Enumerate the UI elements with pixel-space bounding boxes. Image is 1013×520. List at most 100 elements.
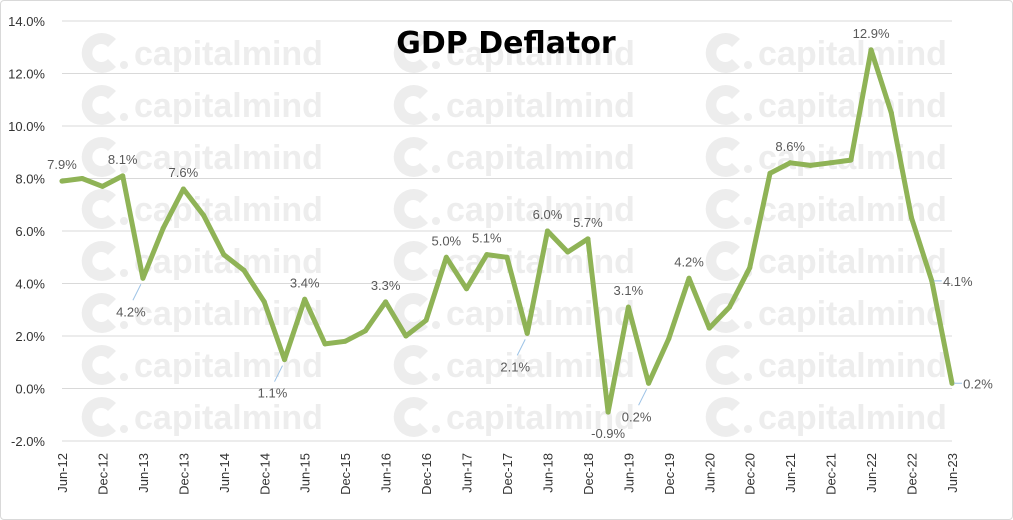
watermark-dot xyxy=(120,165,128,173)
x-tick-label: Dec-18 xyxy=(581,453,596,495)
watermark-dot xyxy=(120,61,128,69)
y-tick-label: -2.0% xyxy=(11,434,45,449)
data-point xyxy=(201,212,207,218)
x-tick-label: Dec-13 xyxy=(176,453,191,495)
leader-line xyxy=(516,339,526,356)
watermark-logo-icon xyxy=(393,345,428,385)
data-point xyxy=(59,178,65,184)
watermark-logo-icon xyxy=(705,345,740,385)
watermark: capitalmind xyxy=(81,345,323,385)
watermark: capitalmind xyxy=(81,396,323,438)
data-point xyxy=(221,252,227,258)
x-tick-label: Jun-21 xyxy=(783,453,798,493)
data-point xyxy=(727,304,732,310)
data-point xyxy=(828,160,834,166)
watermark: capitalmind xyxy=(81,293,323,333)
data-point xyxy=(464,286,470,292)
data-point xyxy=(767,170,773,176)
watermark-logo-icon xyxy=(705,241,740,281)
data-point xyxy=(888,110,894,116)
data-point xyxy=(787,160,793,166)
data-point xyxy=(706,325,712,331)
x-tick-label: Dec-22 xyxy=(905,453,920,495)
watermark-dot xyxy=(432,113,440,121)
watermark: capitalmind xyxy=(81,85,323,125)
data-labels: 7.9% 8.1% 4.2% 7.6% 1.1% 3.4% 3.3% 5.0% 5.1% 2.1%… xyxy=(47,26,993,441)
x-tick-label: Dec-20 xyxy=(743,453,758,495)
y-tick-label: 4.0% xyxy=(15,277,45,292)
x-tick-label: Dec-12 xyxy=(95,453,110,495)
data-point xyxy=(180,186,186,192)
x-tick-label: Jun-13 xyxy=(136,453,151,493)
y-axis: 14.0% 12.0% 10.0% 8.0% 6.0% 4.0% 2.0% 0.0% -2.0% xyxy=(8,14,45,449)
watermark: capitalmind xyxy=(393,397,635,437)
x-tick-label: Dec-19 xyxy=(662,453,677,495)
watermark-logo-icon xyxy=(393,241,428,281)
watermark-text: capitalmind xyxy=(758,347,947,385)
watermark-logo-icon xyxy=(81,189,116,229)
watermark: capitalmind xyxy=(705,345,947,385)
leader-line xyxy=(274,365,283,382)
x-tick-label: Dec-15 xyxy=(338,453,353,495)
watermark-logo-icon xyxy=(705,189,740,229)
data-label: 4.2% xyxy=(674,254,704,269)
data-point xyxy=(565,249,571,255)
x-tick-label: Dec-17 xyxy=(500,453,515,495)
data-label: 3.1% xyxy=(614,283,644,298)
data-point xyxy=(909,215,915,221)
x-tick-label: Jun-12 xyxy=(55,453,70,493)
watermark-text: capitalmind xyxy=(446,87,635,125)
watermark-dot xyxy=(432,61,440,69)
data-point xyxy=(929,278,935,284)
watermark-text: capitalmind xyxy=(758,87,947,125)
data-point xyxy=(666,336,672,342)
y-tick-label: 10.0% xyxy=(8,119,45,134)
watermark-logo-icon xyxy=(393,397,428,437)
watermark-dot xyxy=(744,373,752,381)
data-point xyxy=(160,225,166,231)
watermark-logo-icon xyxy=(705,137,740,177)
data-label: 3.4% xyxy=(290,275,320,290)
data-point xyxy=(342,338,348,344)
watermark-text: capitalmind xyxy=(134,347,323,385)
watermark-dot xyxy=(432,425,440,433)
data-label: 12.9% xyxy=(853,26,890,41)
watermark-logo-icon xyxy=(393,84,428,125)
watermark: capitalmind xyxy=(705,241,947,281)
y-tick-label: 14.0% xyxy=(8,14,45,29)
watermark-logo-icon xyxy=(705,33,740,73)
y-tick-label: 2.0% xyxy=(15,329,45,344)
watermark-logo-icon xyxy=(81,345,116,385)
watermark-dot xyxy=(120,321,128,329)
data-point xyxy=(443,254,449,260)
data-point xyxy=(383,299,389,305)
watermark-logo-icon xyxy=(81,33,116,73)
data-point xyxy=(605,409,611,415)
data-point xyxy=(686,275,692,281)
data-point xyxy=(362,328,368,334)
y-tick-label: 12.0% xyxy=(8,67,45,82)
data-point xyxy=(423,317,429,323)
x-tick-label: Jun-23 xyxy=(945,453,960,493)
watermark-logo-icon xyxy=(393,33,428,74)
data-label: 5.0% xyxy=(431,233,461,248)
watermark-dot xyxy=(120,373,128,381)
data-point xyxy=(120,173,126,179)
watermark: capitalmind xyxy=(81,137,323,178)
x-tick-label: Jun-18 xyxy=(540,453,555,493)
watermark-dot xyxy=(744,165,752,173)
watermark-dot xyxy=(744,217,752,225)
watermark-text: capitalmind xyxy=(134,295,323,333)
data-point xyxy=(807,162,813,168)
data-label: 4.1% xyxy=(943,274,973,289)
data-label: 7.9% xyxy=(47,157,77,172)
data-point xyxy=(625,304,631,310)
series-layer xyxy=(59,47,955,415)
watermark-logo-icon xyxy=(81,396,116,438)
data-label: 3.3% xyxy=(371,278,401,293)
data-point xyxy=(544,228,550,234)
watermark: capitalmind xyxy=(705,33,947,73)
watermark-dot xyxy=(744,321,752,329)
x-axis: Jun-12 Dec-12 Jun-13 Dec-13 Jun-14 Dec-14 Jun-… xyxy=(55,453,960,495)
